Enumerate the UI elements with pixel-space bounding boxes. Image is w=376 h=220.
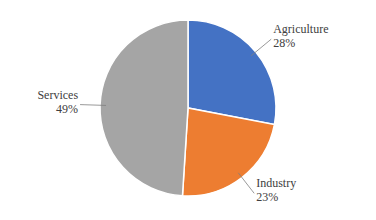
leader-line <box>80 104 106 106</box>
leader-line <box>238 173 254 194</box>
data-label: Services49% <box>37 88 78 116</box>
label-category: Agriculture <box>273 22 328 36</box>
label-category: Services <box>37 88 78 102</box>
label-value: 28% <box>273 36 295 50</box>
pie <box>100 20 276 196</box>
leader-line <box>251 39 271 56</box>
pie-slice <box>188 20 276 124</box>
label-category: Industry <box>256 176 296 190</box>
label-value: 49% <box>56 102 78 116</box>
data-label: Agriculture28% <box>273 22 328 50</box>
labels: Agriculture28% Industry23% Services49% <box>37 22 328 204</box>
chart: Agriculture28% Industry23% Services49% <box>0 0 376 220</box>
pie-slice <box>100 20 188 196</box>
label-value: 23% <box>256 190 278 204</box>
data-label: Industry23% <box>256 176 296 204</box>
